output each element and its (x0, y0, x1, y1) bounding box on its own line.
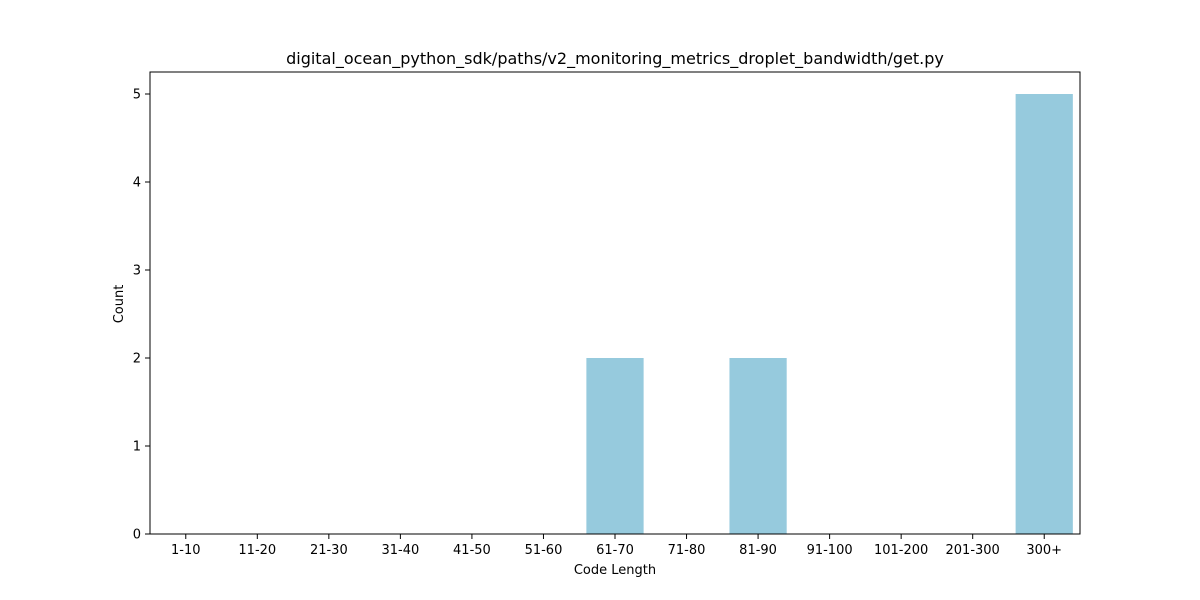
bar-81-90 (729, 358, 787, 534)
x-tick-label: 71-80 (668, 543, 706, 558)
y-axis-title: Count (112, 285, 127, 324)
x-tick-label: 61-70 (596, 543, 634, 558)
x-tick-label: 11-20 (238, 543, 276, 558)
x-tick-label: 51-60 (525, 543, 563, 558)
x-tick-label: 201-300 (946, 543, 1000, 558)
x-tick-label: 31-40 (381, 543, 419, 558)
plot-area: 0 1 2 3 4 5 1-10 11-20 21-30 31-40 41-50 51-60 61-70… (133, 71, 1081, 558)
x-tick-label: 41-50 (453, 543, 491, 558)
x-tick-label: 91-100 (807, 543, 853, 558)
y-tick-label: 1 (133, 440, 141, 455)
plot-frame (149, 71, 1081, 535)
y-tick-label: 3 (133, 264, 141, 279)
x-tick-label: 81-90 (739, 543, 777, 558)
bar-61-70 (586, 358, 644, 534)
y-tick-label: 5 (133, 88, 141, 103)
x-tick-label: 1-10 (171, 543, 201, 558)
x-tick-label: 21-30 (310, 543, 348, 558)
bar-300+ (1015, 94, 1073, 534)
x-tick-label: 101-200 (874, 543, 928, 558)
y-tick-label: 0 (133, 528, 141, 543)
y-tick-label: 4 (133, 176, 141, 191)
y-tick-label: 2 (133, 352, 141, 367)
chart-title: digital_ocean_python_sdk/paths/v2_monito… (286, 49, 944, 69)
x-tick-label: 300+ (1026, 543, 1062, 558)
x-axis-title: Code Length (574, 563, 656, 578)
